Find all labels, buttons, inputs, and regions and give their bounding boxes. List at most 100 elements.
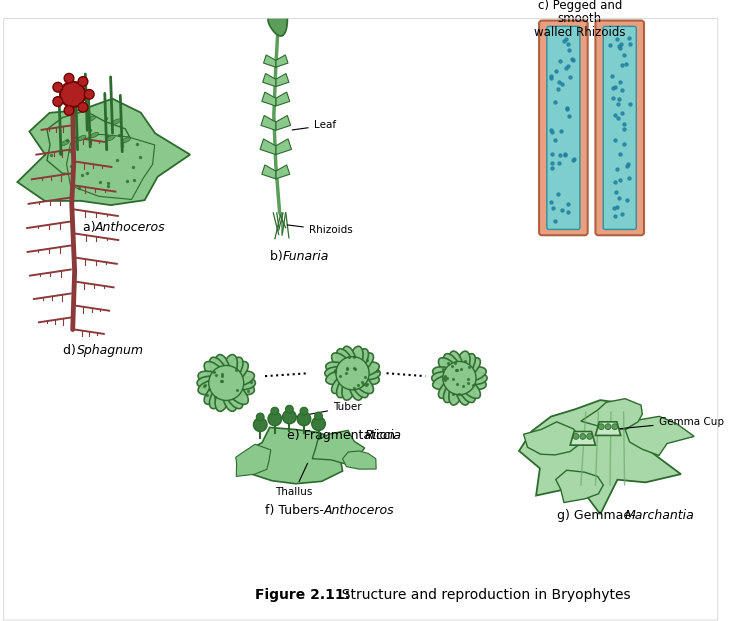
Circle shape <box>297 412 311 426</box>
Ellipse shape <box>204 383 226 404</box>
Polygon shape <box>264 55 276 67</box>
Text: Anthoceros: Anthoceros <box>95 220 166 233</box>
Ellipse shape <box>198 379 225 395</box>
Polygon shape <box>276 165 290 179</box>
Circle shape <box>60 82 85 107</box>
Text: Figure 2.11:: Figure 2.11: <box>255 587 351 602</box>
Ellipse shape <box>87 116 96 121</box>
Ellipse shape <box>209 357 228 382</box>
Ellipse shape <box>337 374 354 397</box>
Polygon shape <box>523 422 583 455</box>
Polygon shape <box>262 92 276 106</box>
Circle shape <box>612 424 618 430</box>
Text: a): a) <box>83 220 100 233</box>
Polygon shape <box>581 399 643 430</box>
Circle shape <box>254 418 267 432</box>
Text: g) Gemmae-: g) Gemmae- <box>556 509 635 522</box>
Polygon shape <box>343 451 376 469</box>
Polygon shape <box>556 470 604 502</box>
Text: Gemma Cup: Gemma Cup <box>612 417 724 429</box>
Ellipse shape <box>349 375 363 400</box>
Circle shape <box>64 73 74 83</box>
Ellipse shape <box>352 349 368 372</box>
Ellipse shape <box>197 376 224 390</box>
Circle shape <box>580 433 586 439</box>
Ellipse shape <box>461 371 487 384</box>
Ellipse shape <box>432 371 458 384</box>
Ellipse shape <box>228 379 254 395</box>
Text: e) Fragmentation-: e) Fragmentation- <box>287 428 399 442</box>
Polygon shape <box>570 432 595 445</box>
Circle shape <box>256 413 264 421</box>
Ellipse shape <box>204 361 226 383</box>
Polygon shape <box>276 139 292 155</box>
FancyBboxPatch shape <box>539 20 587 235</box>
Ellipse shape <box>460 378 481 399</box>
Circle shape <box>282 410 296 424</box>
Circle shape <box>209 366 244 401</box>
Ellipse shape <box>226 361 248 383</box>
FancyBboxPatch shape <box>603 26 636 229</box>
Ellipse shape <box>439 358 459 378</box>
Ellipse shape <box>353 353 374 373</box>
Ellipse shape <box>215 385 230 411</box>
Polygon shape <box>276 73 289 86</box>
Circle shape <box>268 412 282 426</box>
Ellipse shape <box>433 367 458 381</box>
FancyBboxPatch shape <box>547 26 580 229</box>
Circle shape <box>64 106 74 116</box>
Text: walled Rhizoids: walled Rhizoids <box>534 26 626 39</box>
Ellipse shape <box>332 373 352 394</box>
Polygon shape <box>262 165 276 179</box>
Ellipse shape <box>342 347 356 371</box>
Text: Thallus: Thallus <box>276 463 313 497</box>
Ellipse shape <box>228 371 254 386</box>
Ellipse shape <box>326 362 351 376</box>
Ellipse shape <box>449 380 463 405</box>
Ellipse shape <box>444 379 461 402</box>
Circle shape <box>312 417 325 430</box>
Ellipse shape <box>458 353 475 377</box>
Ellipse shape <box>456 351 470 376</box>
Ellipse shape <box>444 353 461 377</box>
Text: Rhizoids: Rhizoids <box>287 225 352 235</box>
Polygon shape <box>595 422 621 435</box>
Text: b): b) <box>270 250 287 263</box>
Text: Structure and reproduction in Bryophytes: Structure and reproduction in Bryophytes <box>333 587 631 602</box>
Ellipse shape <box>77 135 86 141</box>
Text: Anthoceros: Anthoceros <box>324 504 394 517</box>
Circle shape <box>605 424 611 430</box>
Ellipse shape <box>326 370 351 384</box>
Text: c) Pegged and: c) Pegged and <box>538 0 622 12</box>
Polygon shape <box>262 73 276 86</box>
Polygon shape <box>312 430 365 465</box>
Text: Funaria: Funaria <box>282 250 329 263</box>
Polygon shape <box>261 116 276 130</box>
Circle shape <box>598 424 604 430</box>
Ellipse shape <box>225 384 243 409</box>
Polygon shape <box>236 444 270 476</box>
Ellipse shape <box>439 378 459 399</box>
Polygon shape <box>276 55 288 67</box>
Polygon shape <box>625 416 694 455</box>
Ellipse shape <box>461 367 486 381</box>
Circle shape <box>53 83 63 92</box>
Ellipse shape <box>106 135 115 141</box>
Text: smooth: smooth <box>558 12 602 25</box>
FancyBboxPatch shape <box>595 20 644 235</box>
Polygon shape <box>519 400 681 514</box>
Ellipse shape <box>325 367 351 379</box>
Ellipse shape <box>122 137 130 143</box>
Circle shape <box>336 356 369 390</box>
Polygon shape <box>264 0 276 12</box>
Polygon shape <box>18 99 190 205</box>
Text: Capsule: Capsule <box>0 620 1 621</box>
Ellipse shape <box>456 380 470 405</box>
Polygon shape <box>276 92 290 106</box>
Ellipse shape <box>354 362 380 376</box>
Circle shape <box>285 406 293 413</box>
Ellipse shape <box>349 347 363 371</box>
Polygon shape <box>47 111 141 178</box>
Ellipse shape <box>228 376 255 390</box>
Polygon shape <box>248 427 343 484</box>
